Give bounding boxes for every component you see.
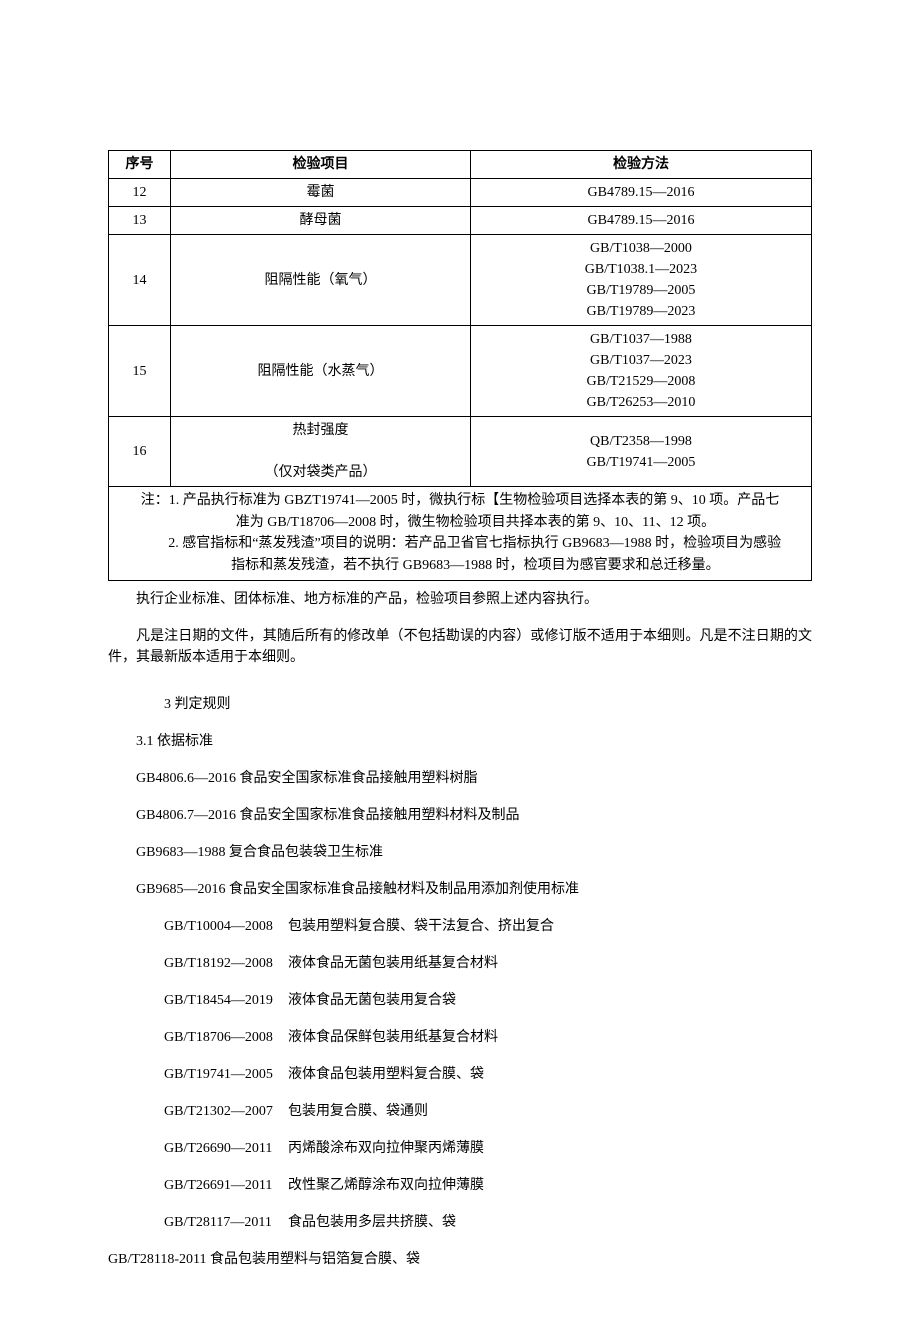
cell-item: 阻隔性能（水蒸气）: [171, 326, 471, 417]
note-line: 注：1. 产品执行标准为 GBZT19741—2005 时，微执行标【生物检验项…: [141, 493, 780, 508]
table-header-row: 序号 检验项目 检验方法: [109, 151, 812, 179]
cell-seq: 15: [109, 326, 171, 417]
cell-seq: 16: [109, 417, 171, 487]
note-line: 指标和蒸发残渣，若不执行 GB9683—1988 时，检项目为感官要求和总迁移量…: [115, 555, 805, 577]
table-row: 12 霉菌 GB4789.15—2016: [109, 179, 812, 207]
cell-item: 热封强度 （仅对袋类产品）: [171, 417, 471, 487]
standard-line: GB9683—1988 复合食品包装袋卫生标准: [108, 842, 812, 863]
table-note-row: 注：1. 产品执行标准为 GBZT19741—2005 时，微执行标【生物检验项…: [109, 487, 812, 581]
standard-name: 食品包装用多层共挤膜、袋: [288, 1215, 456, 1230]
standard-name: 液体食品保鲜包装用纸基复合材料: [288, 1030, 498, 1045]
standard-line: GB/T18454—2019液体食品无菌包装用复合袋: [108, 990, 812, 1011]
standard-code: GB/T10004—2008: [136, 916, 288, 937]
table-row: 13 酵母菌 GB4789.15—2016: [109, 207, 812, 235]
standard-line: GB/T26690—2011丙烯酸涂布双向拉伸聚丙烯薄膜: [108, 1138, 812, 1159]
standard-line: GB4806.6—2016 食品安全国家标准食品接触用塑料树脂: [108, 768, 812, 789]
standard-code: GB/T26690—2011: [136, 1138, 288, 1159]
cell-method: GB4789.15—2016: [471, 179, 812, 207]
standard-code: GB/T18706—2008: [136, 1027, 288, 1048]
standard-line: GB9685—2016 食品安全国家标准食品接触材料及制品用添加剂使用标准: [108, 879, 812, 900]
method-line: GB/T26253—2010: [587, 395, 696, 410]
standard-name: 包装用复合膜、袋通则: [288, 1104, 428, 1119]
standard-line: GB/T10004—2008包装用塑料复合膜、袋干法复合、挤出复合: [108, 916, 812, 937]
paragraph: 凡是注日期的文件，其随后所有的修改单（不包括勘误的内容）或修订版不适用于本细则。…: [108, 626, 812, 668]
document-page: 序号 检验项目 检验方法 12 霉菌 GB4789.15—2016 13 酵母菌…: [0, 0, 920, 1330]
standard-name: 包装用塑料复合膜、袋干法复合、挤出复合: [288, 919, 554, 934]
standard-line: GB/T26691—2011改性聚乙烯醇涂布双向拉伸薄膜: [108, 1175, 812, 1196]
standard-code: GB/T18454—2019: [136, 990, 288, 1011]
paragraph: 执行企业标准、团体标准、地方标准的产品，检验项目参照上述内容执行。: [108, 589, 812, 610]
section-heading-3-1: 3.1 依据标准: [108, 731, 812, 752]
cell-seq: 14: [109, 235, 171, 326]
cell-method: GB4789.15—2016: [471, 207, 812, 235]
cell-item: 霉菌: [171, 179, 471, 207]
standard-code: GB/T21302—2007: [136, 1101, 288, 1122]
header-item: 检验项目: [171, 151, 471, 179]
cell-item: 酵母菌: [171, 207, 471, 235]
standard-name: 改性聚乙烯醇涂布双向拉伸薄膜: [288, 1178, 484, 1193]
cell-method: GB/T1038—2000 GB/T1038.1—2023 GB/T19789—…: [471, 235, 812, 326]
method-line: GB/T21529—2008: [587, 374, 696, 389]
standard-name: 液体食品无菌包装用纸基复合材料: [288, 956, 498, 971]
item-line: 热封强度: [293, 423, 349, 438]
table-row: 14 阻隔性能（氧气） GB/T1038—2000 GB/T1038.1—202…: [109, 235, 812, 326]
cell-item: 阻隔性能（氧气）: [171, 235, 471, 326]
header-seq: 序号: [109, 151, 171, 179]
standard-name: 液体食品包装用塑料复合膜、袋: [288, 1067, 484, 1082]
inspection-table: 序号 检验项目 检验方法 12 霉菌 GB4789.15—2016 13 酵母菌…: [108, 150, 812, 581]
table-row: 15 阻隔性能（水蒸气） GB/T1037—1988 GB/T1037—2023…: [109, 326, 812, 417]
method-line: QB/T2358—1998: [590, 434, 692, 449]
method-line: GB/T1038—2000: [590, 241, 692, 256]
note-line: 2. 感官指标和“蒸发残渣”项目的说明：若产品卫省官七指标执行 GB9683—1…: [115, 533, 805, 555]
note-line: 准为 GB/T18706—2008 时，微生物检验项目共择本表的第 9、10、1…: [115, 512, 805, 534]
method-line: GB/T19789—2023: [587, 304, 696, 319]
standard-code: GB/T18192—2008: [136, 953, 288, 974]
standard-line: GB/T19741—2005液体食品包装用塑料复合膜、袋: [108, 1064, 812, 1085]
standard-code: GB/T26691—2011: [136, 1175, 288, 1196]
standard-line: GB/T18706—2008液体食品保鲜包装用纸基复合材料: [108, 1027, 812, 1048]
standard-code: GB/T19741—2005: [136, 1064, 288, 1085]
standard-name: 丙烯酸涂布双向拉伸聚丙烯薄膜: [288, 1141, 484, 1156]
standard-line: GB4806.7—2016 食品安全国家标准食品接触用塑料材料及制品: [108, 805, 812, 826]
cell-seq: 12: [109, 179, 171, 207]
method-line: GB/T1037—2023: [590, 353, 692, 368]
standard-line: GB/T28118-2011 食品包装用塑料与铝箔复合膜、袋: [108, 1249, 812, 1270]
method-line: GB/T1037—1988: [590, 332, 692, 347]
method-line: GB/T19789—2005: [587, 283, 696, 298]
standard-line: GB/T21302—2007包装用复合膜、袋通则: [108, 1101, 812, 1122]
table-row: 16 热封强度 （仅对袋类产品） QB/T2358—1998 GB/T19741…: [109, 417, 812, 487]
standard-line: GB/T28117—2011食品包装用多层共挤膜、袋: [108, 1212, 812, 1233]
header-method: 检验方法: [471, 151, 812, 179]
cell-seq: 13: [109, 207, 171, 235]
method-line: GB/T1038.1—2023: [585, 262, 697, 277]
standard-code: GB/T28117—2011: [136, 1212, 288, 1233]
table-note-cell: 注：1. 产品执行标准为 GBZT19741—2005 时，微执行标【生物检验项…: [109, 487, 812, 581]
item-line: （仅对袋类产品）: [265, 465, 377, 480]
cell-method: QB/T2358—1998 GB/T19741—2005: [471, 417, 812, 487]
cell-method: GB/T1037—1988 GB/T1037—2023 GB/T21529—20…: [471, 326, 812, 417]
standard-line: GB/T18192—2008液体食品无菌包装用纸基复合材料: [108, 953, 812, 974]
section-heading-3: 3 判定规则: [108, 694, 812, 715]
method-line: GB/T19741—2005: [587, 455, 696, 470]
standard-name: 液体食品无菌包装用复合袋: [288, 993, 456, 1008]
